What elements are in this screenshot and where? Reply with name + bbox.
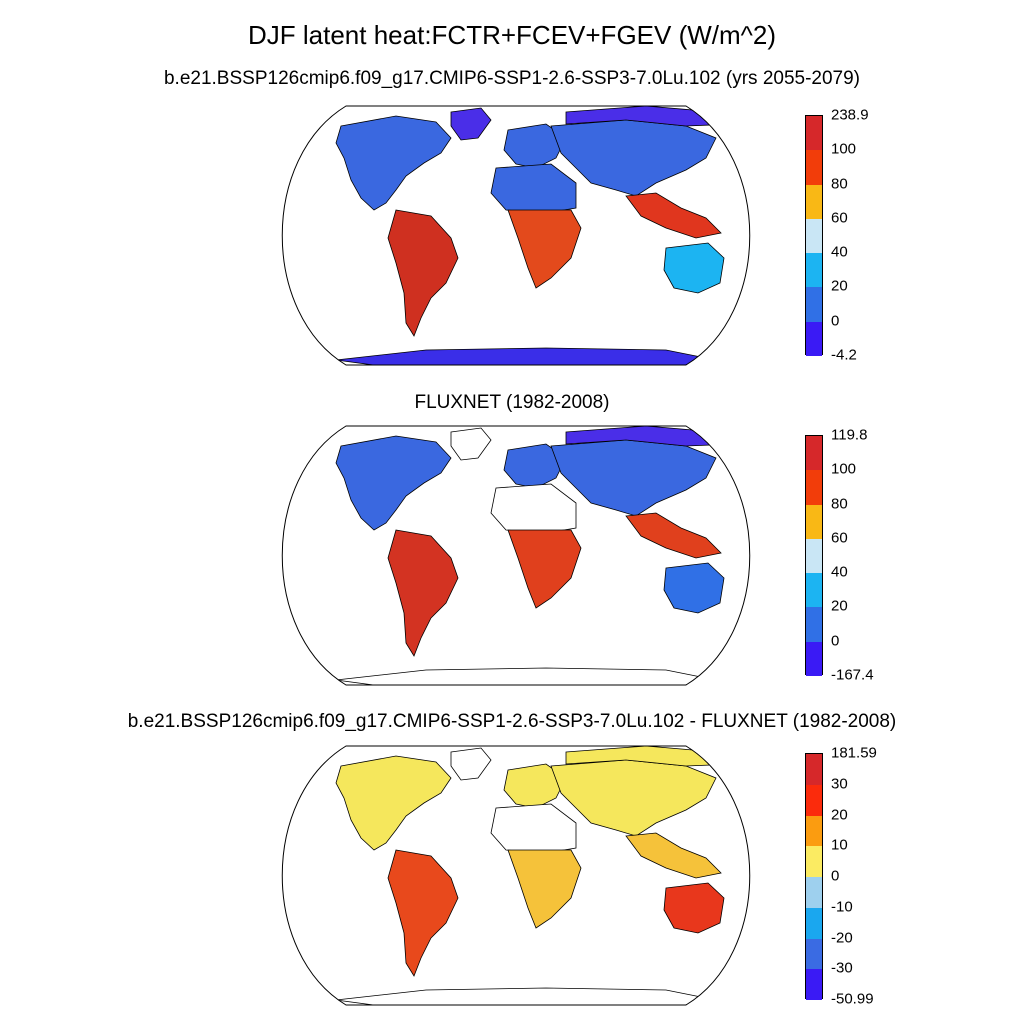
colorbar-segment [806, 907, 822, 939]
colorbar-label: 100 [831, 140, 857, 158]
map-projection-outline [281, 425, 751, 686]
region-africa-north [490, 163, 577, 214]
colorbar-label: 20 [831, 806, 848, 823]
colorbar-segment [806, 470, 822, 505]
panel-1-map [281, 105, 751, 366]
region-se-asia [625, 192, 722, 239]
colorbar-segment [806, 150, 822, 185]
region-australia [663, 882, 725, 934]
region-africa-north [490, 483, 577, 534]
colorbar-label: 119.8 [831, 426, 868, 444]
region-antarctica [335, 987, 717, 1005]
colorbar-label: -50.99 [831, 990, 874, 1008]
region-se-asia [625, 512, 722, 559]
map-projection-outline [281, 745, 751, 1006]
map-projection-outline [281, 105, 751, 366]
colorbar-box [805, 435, 823, 676]
panel-2-colorbar: 119.8 100 80 60 40 20 0 -167.4 [805, 428, 925, 683]
panel-3-colorbar: 181.59 30 20 10 0 -10 -20 -30 -50.99 [805, 746, 925, 1007]
colorbar-segment [806, 641, 822, 676]
colorbar-label: -4.2 [831, 346, 857, 364]
colorbar-label: 0 [831, 632, 840, 650]
panel-3-map [281, 745, 751, 1006]
colorbar-segment [806, 321, 822, 356]
panel-1-colorbar: 238.9 100 80 60 40 20 0 -4.2 [805, 108, 925, 363]
colorbar-label: 20 [831, 277, 848, 295]
colorbar-label: 60 [831, 209, 848, 227]
colorbar-segment [806, 253, 822, 288]
colorbar-box [805, 753, 823, 1000]
colorbar-label: 40 [831, 563, 848, 581]
region-europe [503, 443, 567, 489]
region-se-asia [625, 832, 722, 879]
region-greenland [450, 747, 492, 781]
colorbar-label: 100 [831, 460, 857, 478]
colorbar-segment [806, 573, 822, 608]
colorbar-label: 20 [831, 597, 848, 615]
colorbar-label: 181.59 [831, 744, 877, 762]
region-europe [503, 123, 567, 169]
colorbar-segment [806, 607, 822, 642]
region-north-america [335, 115, 452, 211]
colorbar-segment [806, 815, 822, 847]
region-antarctica [335, 347, 717, 365]
region-africa-south [507, 209, 582, 289]
region-north-america [335, 755, 452, 851]
region-europe [503, 763, 567, 809]
region-greenland [450, 107, 492, 141]
region-north-america [335, 435, 452, 531]
region-australia [663, 242, 725, 294]
colorbar-label: 80 [831, 495, 848, 513]
colorbar-segment [806, 754, 822, 785]
colorbar-segment [806, 877, 822, 908]
colorbar-segment [806, 969, 822, 1000]
colorbar-segment [806, 436, 822, 471]
region-africa-north [490, 803, 577, 854]
colorbar-segment [806, 846, 822, 877]
region-australia [663, 562, 725, 614]
colorbar-label: 238.9 [831, 106, 869, 124]
colorbar-label: 40 [831, 243, 848, 261]
colorbar-label: 10 [831, 836, 848, 854]
colorbar-label: -167.4 [831, 666, 874, 684]
main-title: DJF latent heat:FCTR+FCEV+FGEV (W/m^2) [248, 20, 776, 50]
region-south-america [387, 209, 459, 337]
colorbar-segment [806, 504, 822, 539]
colorbar-segment [806, 938, 822, 970]
panel-2-subtitle: FLUXNET (1982-2008) [414, 392, 610, 413]
colorbar-label: -30 [831, 959, 853, 977]
colorbar-label: 0 [831, 867, 840, 885]
colorbar-label: 30 [831, 775, 848, 793]
region-south-america [387, 849, 459, 977]
panel-1-subtitle: b.e21.BSSP126cmip6.f09_g17.CMIP6-SSP1-2.… [163, 68, 861, 89]
region-africa-south [507, 529, 582, 609]
colorbar-segment [806, 784, 822, 816]
region-africa-south [507, 849, 582, 929]
colorbar-box [805, 115, 823, 356]
colorbar-label: 0 [831, 312, 840, 330]
map-land-layer [335, 426, 738, 685]
colorbar-label: -20 [831, 929, 853, 946]
region-antarctica [335, 667, 717, 685]
colorbar-label: -10 [831, 898, 853, 916]
panel-3-subtitle: b.e21.BSSP126cmip6.f09_g17.CMIP6-SSP1-2.… [127, 711, 897, 732]
map-land-layer [335, 106, 738, 365]
colorbar-segment [806, 184, 822, 219]
map-land-layer [335, 746, 738, 1005]
colorbar-label: 60 [831, 529, 848, 547]
colorbar-segment [806, 116, 822, 151]
region-greenland [450, 427, 492, 461]
region-south-america [387, 529, 459, 657]
colorbar-label: 80 [831, 175, 848, 193]
colorbar-segment [806, 218, 822, 254]
colorbar-segment [806, 287, 822, 322]
colorbar-segment [806, 538, 822, 574]
panel-2-map [281, 425, 751, 686]
